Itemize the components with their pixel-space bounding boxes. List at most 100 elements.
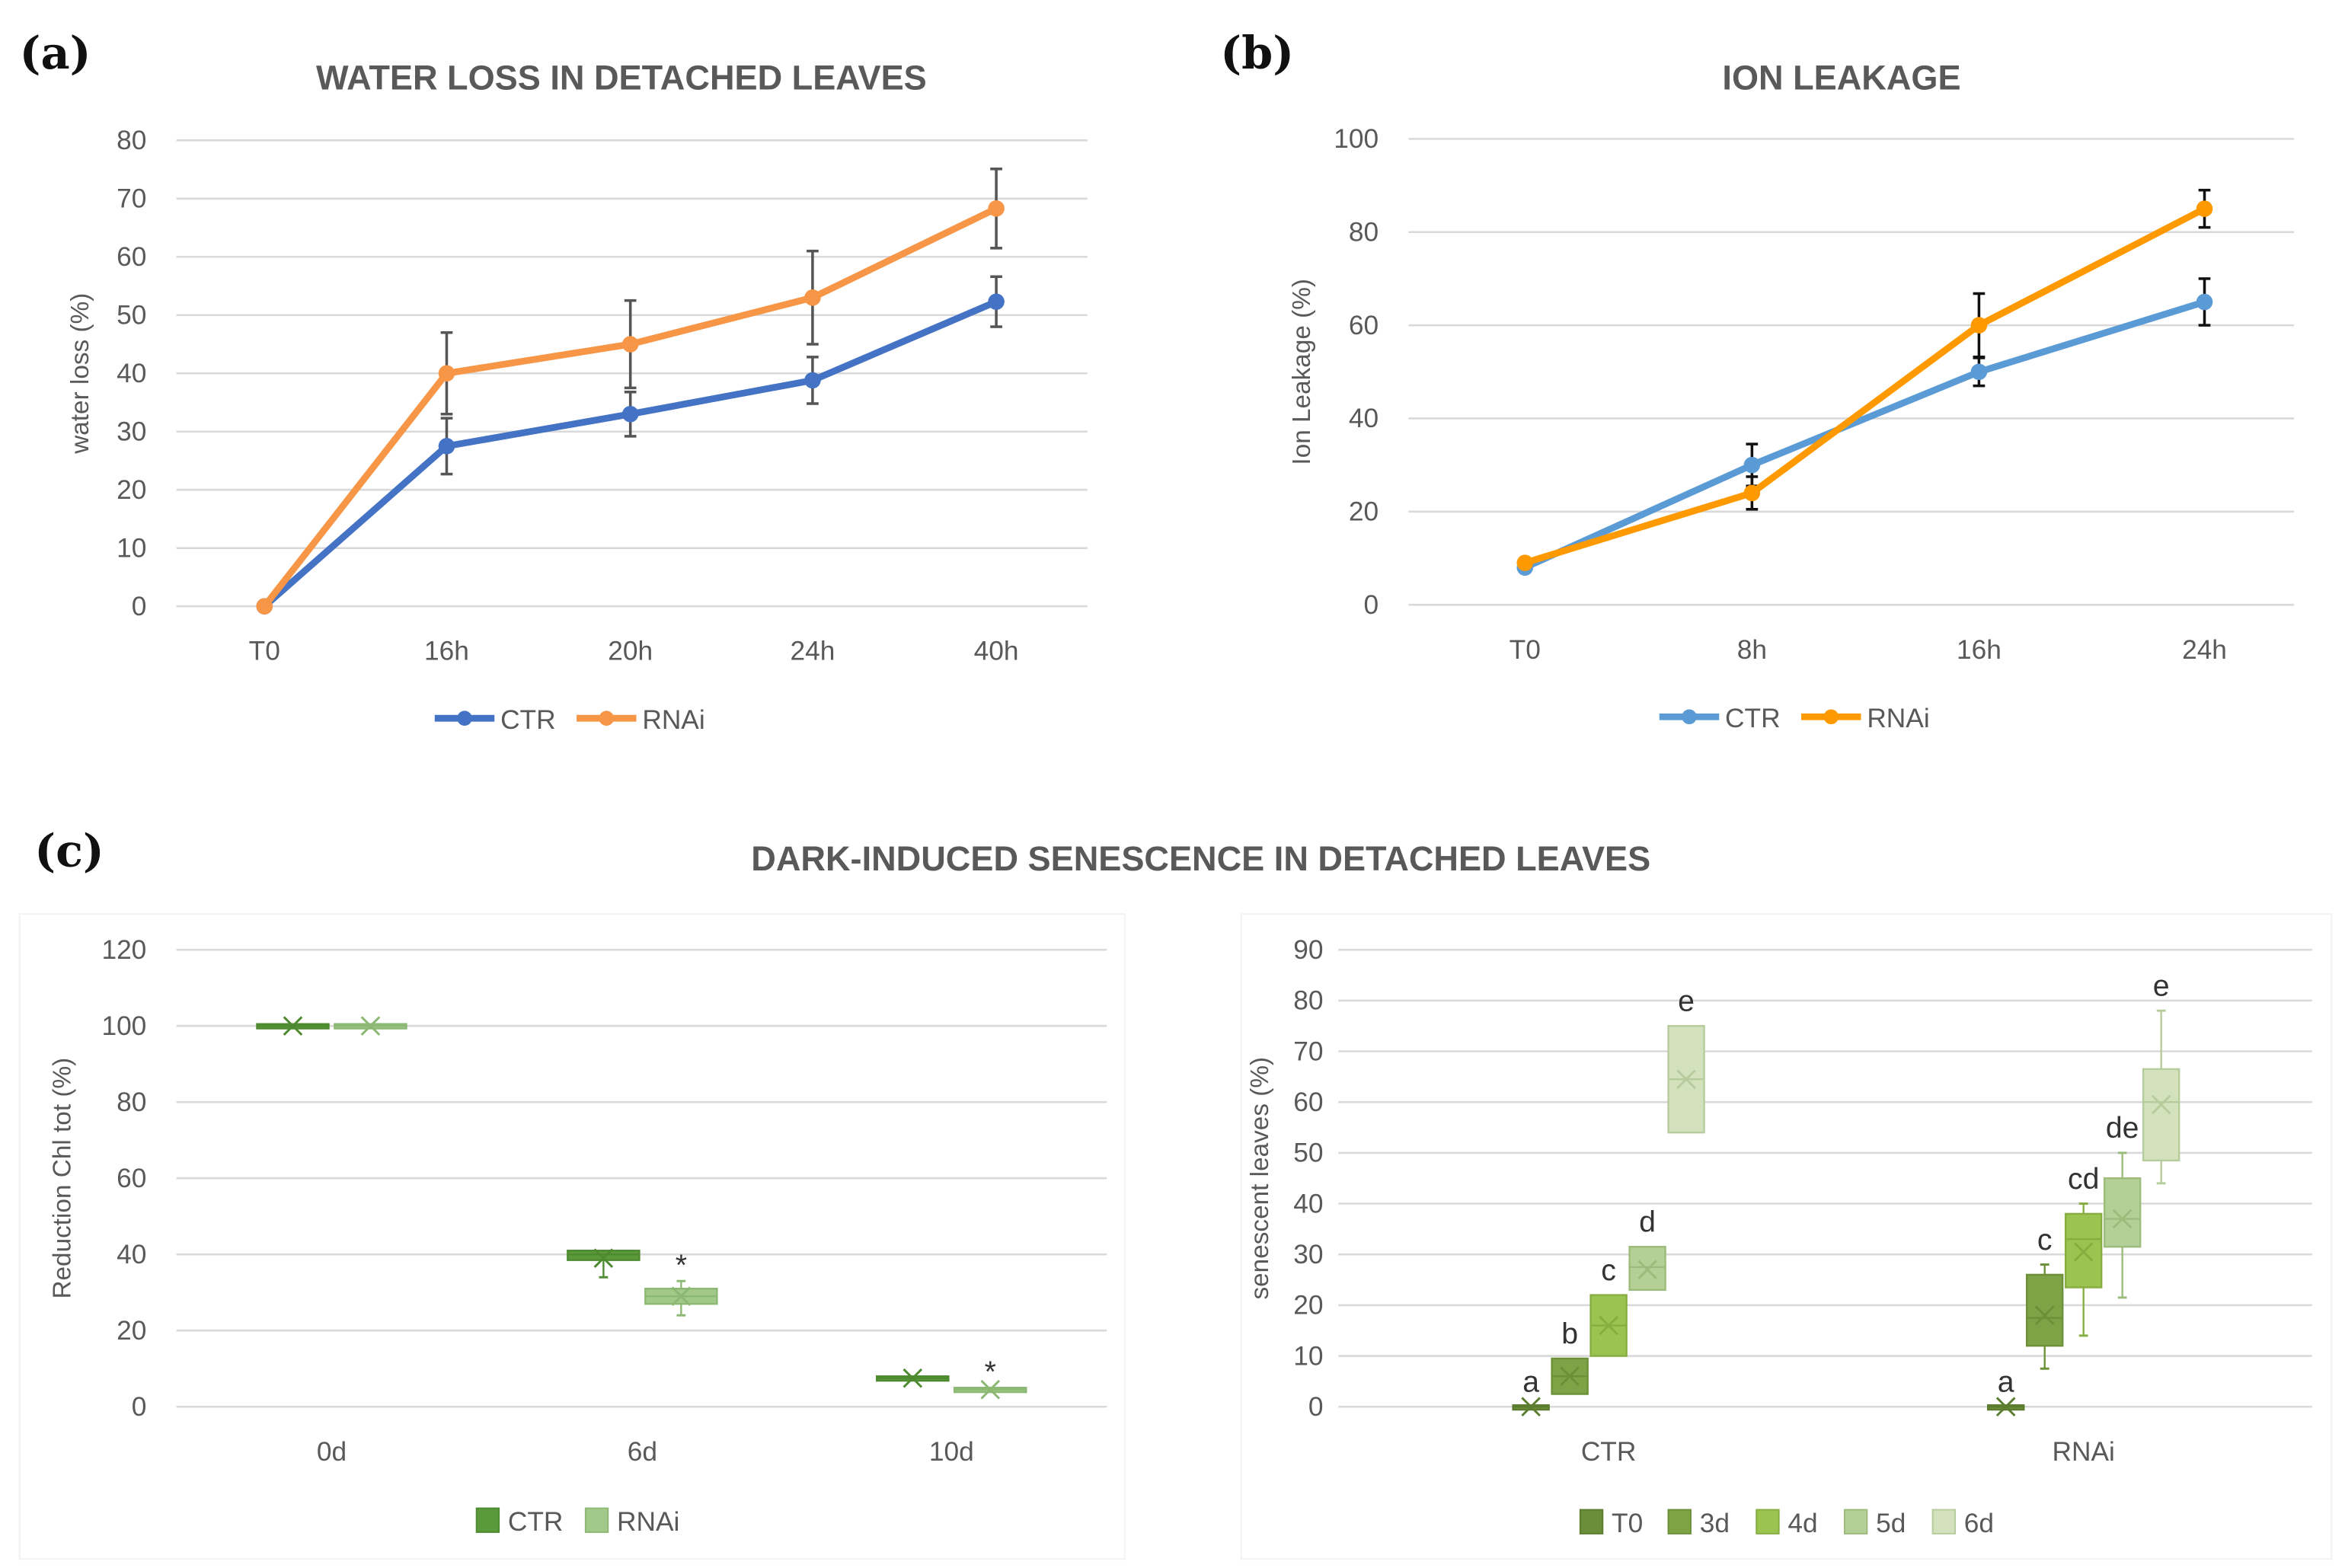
data-point-rnai <box>256 598 273 615</box>
data-point-rnai <box>2196 200 2213 217</box>
chart-frame <box>1240 913 2333 1560</box>
y-tick-label: 30 <box>1293 1240 1323 1269</box>
legend-label: CTR <box>508 1507 564 1537</box>
y-tick-label: 20 <box>117 1316 146 1346</box>
panel-label-a: (a) <box>20 27 91 79</box>
y-tick-label: 20 <box>1349 497 1379 527</box>
y-axis-label: Ion Leakage (%) <box>1288 279 1316 465</box>
y-axis-label: water loss (%) <box>66 293 94 455</box>
x-tick-label: 16h <box>1957 635 2002 665</box>
significance-label: d <box>1639 1206 1656 1239</box>
box-5d-rnai: de <box>2103 1112 2142 1299</box>
y-tick-label: 40 <box>1293 1189 1323 1218</box>
mean-marker <box>1521 1397 1541 1417</box>
y-tick-label: 30 <box>117 417 146 446</box>
y-tick-label: 0 <box>1363 590 1379 620</box>
chart-frame <box>18 913 1126 1560</box>
chart-title: ION LEAKAGE <box>1722 59 1960 97</box>
y-tick-label: 60 <box>1349 311 1379 340</box>
y-tick-label: 80 <box>1293 986 1323 1016</box>
y-tick-label: 60 <box>117 242 146 272</box>
legend-swatch <box>1667 1509 1692 1534</box>
y-tick-label: 80 <box>117 1087 146 1117</box>
data-point-ctr <box>988 293 1005 310</box>
senescent-leaves-chart: 0 10 20 30 40 50 60 70 80 90 CTR RNAi senescent leav… <box>1240 913 2333 1560</box>
box-t0-rnai: a <box>1987 1366 2025 1417</box>
y-axis-label: Reduction Chl tot (%) <box>48 1058 76 1299</box>
y-tick-label: 70 <box>1293 1036 1323 1066</box>
data-point-rnai <box>438 365 455 382</box>
data-point-rnai <box>1516 554 1534 571</box>
legend-swatch <box>475 1507 500 1533</box>
y-axis-label: senescent leaves (%) <box>1246 1057 1274 1300</box>
box <box>2103 1177 2142 1248</box>
x-tick-label: 10d <box>929 1437 974 1467</box>
mean-marker <box>360 1016 381 1036</box>
mean-marker <box>1637 1260 1657 1280</box>
box <box>2025 1273 2064 1347</box>
legend-label: 6d <box>1964 1509 1994 1538</box>
significance-label: c <box>2037 1224 2053 1257</box>
box-3d-rnai: c <box>2025 1224 2064 1370</box>
y-tick-label: 50 <box>117 301 146 331</box>
legend-label: T0 <box>1612 1509 1643 1538</box>
x-tick-label: 16h <box>424 637 469 666</box>
legend-swatch <box>1931 1509 1957 1534</box>
x-tick-label: 0d <box>317 1437 347 1467</box>
box-4d-rnai: cd <box>2064 1163 2103 1337</box>
box-6d-rnai: e <box>2142 970 2180 1185</box>
x-tick-label: 6d <box>628 1437 657 1467</box>
mean-marker <box>1560 1366 1580 1387</box>
box-ctr-0d <box>256 1016 330 1036</box>
y-tick-label: 0 <box>132 592 147 621</box>
y-tick-label: 10 <box>117 533 146 563</box>
legend-label: 5d <box>1876 1509 1906 1538</box>
legend-label: RNAi <box>1867 704 1929 733</box>
legend-marker <box>457 711 472 727</box>
mean-marker <box>2034 1305 2055 1326</box>
box <box>2142 1068 2180 1162</box>
legend-swatch <box>1579 1509 1604 1534</box>
y-tick-label: 10 <box>1293 1341 1323 1371</box>
data-point-ctr <box>2196 293 2213 311</box>
mean-marker <box>283 1016 303 1036</box>
box-ctr-10d <box>876 1368 950 1388</box>
panel-label-b: (b) <box>1220 27 1294 79</box>
significance-label: e <box>2153 970 2170 1003</box>
box-rnai-6d: * <box>644 1249 718 1317</box>
y-tick-label: 70 <box>117 184 146 214</box>
x-tick-label: 20h <box>608 637 653 666</box>
y-tick-label: 60 <box>1293 1087 1323 1117</box>
y-tick-label: 80 <box>117 126 146 155</box>
data-point-ctr <box>1743 456 1761 474</box>
data-point-ctr <box>621 405 639 423</box>
significance-label: * <box>985 1356 996 1388</box>
data-point-ctr <box>438 438 455 455</box>
y-tick-label: 20 <box>1293 1291 1323 1321</box>
mean-marker <box>1599 1315 1618 1336</box>
legend-swatch <box>1756 1509 1780 1534</box>
data-point-ctr <box>1970 363 1988 381</box>
mean-marker <box>2151 1094 2171 1115</box>
series-line-ctr <box>1523 299 2206 571</box>
mean-marker <box>980 1379 1001 1400</box>
x-tick-label: 8h <box>1737 635 1767 665</box>
y-tick-label: 60 <box>117 1164 146 1193</box>
legend-label: CTR <box>500 705 556 735</box>
mean-marker <box>1676 1069 1696 1089</box>
box-ctr-6d <box>567 1248 641 1279</box>
mean-marker <box>1995 1397 2016 1417</box>
y-tick-label: 80 <box>1349 217 1379 247</box>
significance-label: a <box>1998 1366 2014 1399</box>
water-loss-chart: 0 10 20 30 40 50 60 70 80 T0 16h 20h 24h 40h water los… <box>66 59 1088 735</box>
mean-marker <box>2112 1209 2133 1229</box>
legend-label: RNAi <box>617 1507 679 1537</box>
legend-marker <box>1823 709 1839 725</box>
significance-label: a <box>1522 1366 1539 1399</box>
chart-title: WATER LOSS IN DETACHED LEAVES <box>316 59 927 97</box>
x-tick-label: 40h <box>974 637 1019 666</box>
data-point-ctr <box>804 372 821 389</box>
x-tick-label: RNAi <box>2053 1437 2115 1467</box>
